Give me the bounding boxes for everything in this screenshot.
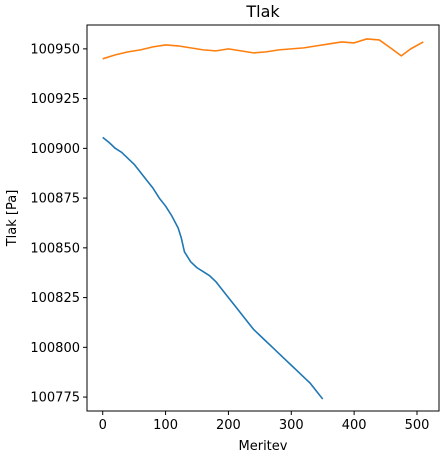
plot-series [102, 38, 424, 400]
y-tick-label: 100800 [30, 341, 80, 356]
y-axis-label: Tlak [Pa] [5, 190, 20, 248]
series-line-2 [102, 38, 424, 60]
x-tick-label: 200 [216, 418, 241, 433]
x-axis-label: Meritev [239, 439, 288, 454]
y-tick-label: 100925 [30, 92, 80, 107]
y-tick-label: 100950 [30, 42, 80, 57]
x-tick-label: 0 [99, 418, 107, 433]
series-line-1 [102, 136, 324, 400]
chart-title: Tlak [245, 2, 280, 21]
y-tick-label: 100875 [30, 192, 80, 207]
y-tick-label: 100825 [30, 291, 80, 306]
x-tick-label: 400 [342, 418, 367, 433]
plot-frame [86, 24, 440, 412]
x-tick-label: 300 [279, 418, 304, 433]
y-axis: 100775 100800 100825 100850 100875 100900 1009… [30, 42, 87, 406]
x-tick-label: 100 [153, 418, 178, 433]
y-tick-label: 100775 [30, 391, 80, 406]
y-tick-label: 100850 [30, 241, 80, 256]
x-tick-label: 500 [405, 418, 430, 433]
y-tick-label: 100900 [30, 142, 80, 157]
x-axis: 0 100 200 300 400 500 [99, 411, 430, 433]
